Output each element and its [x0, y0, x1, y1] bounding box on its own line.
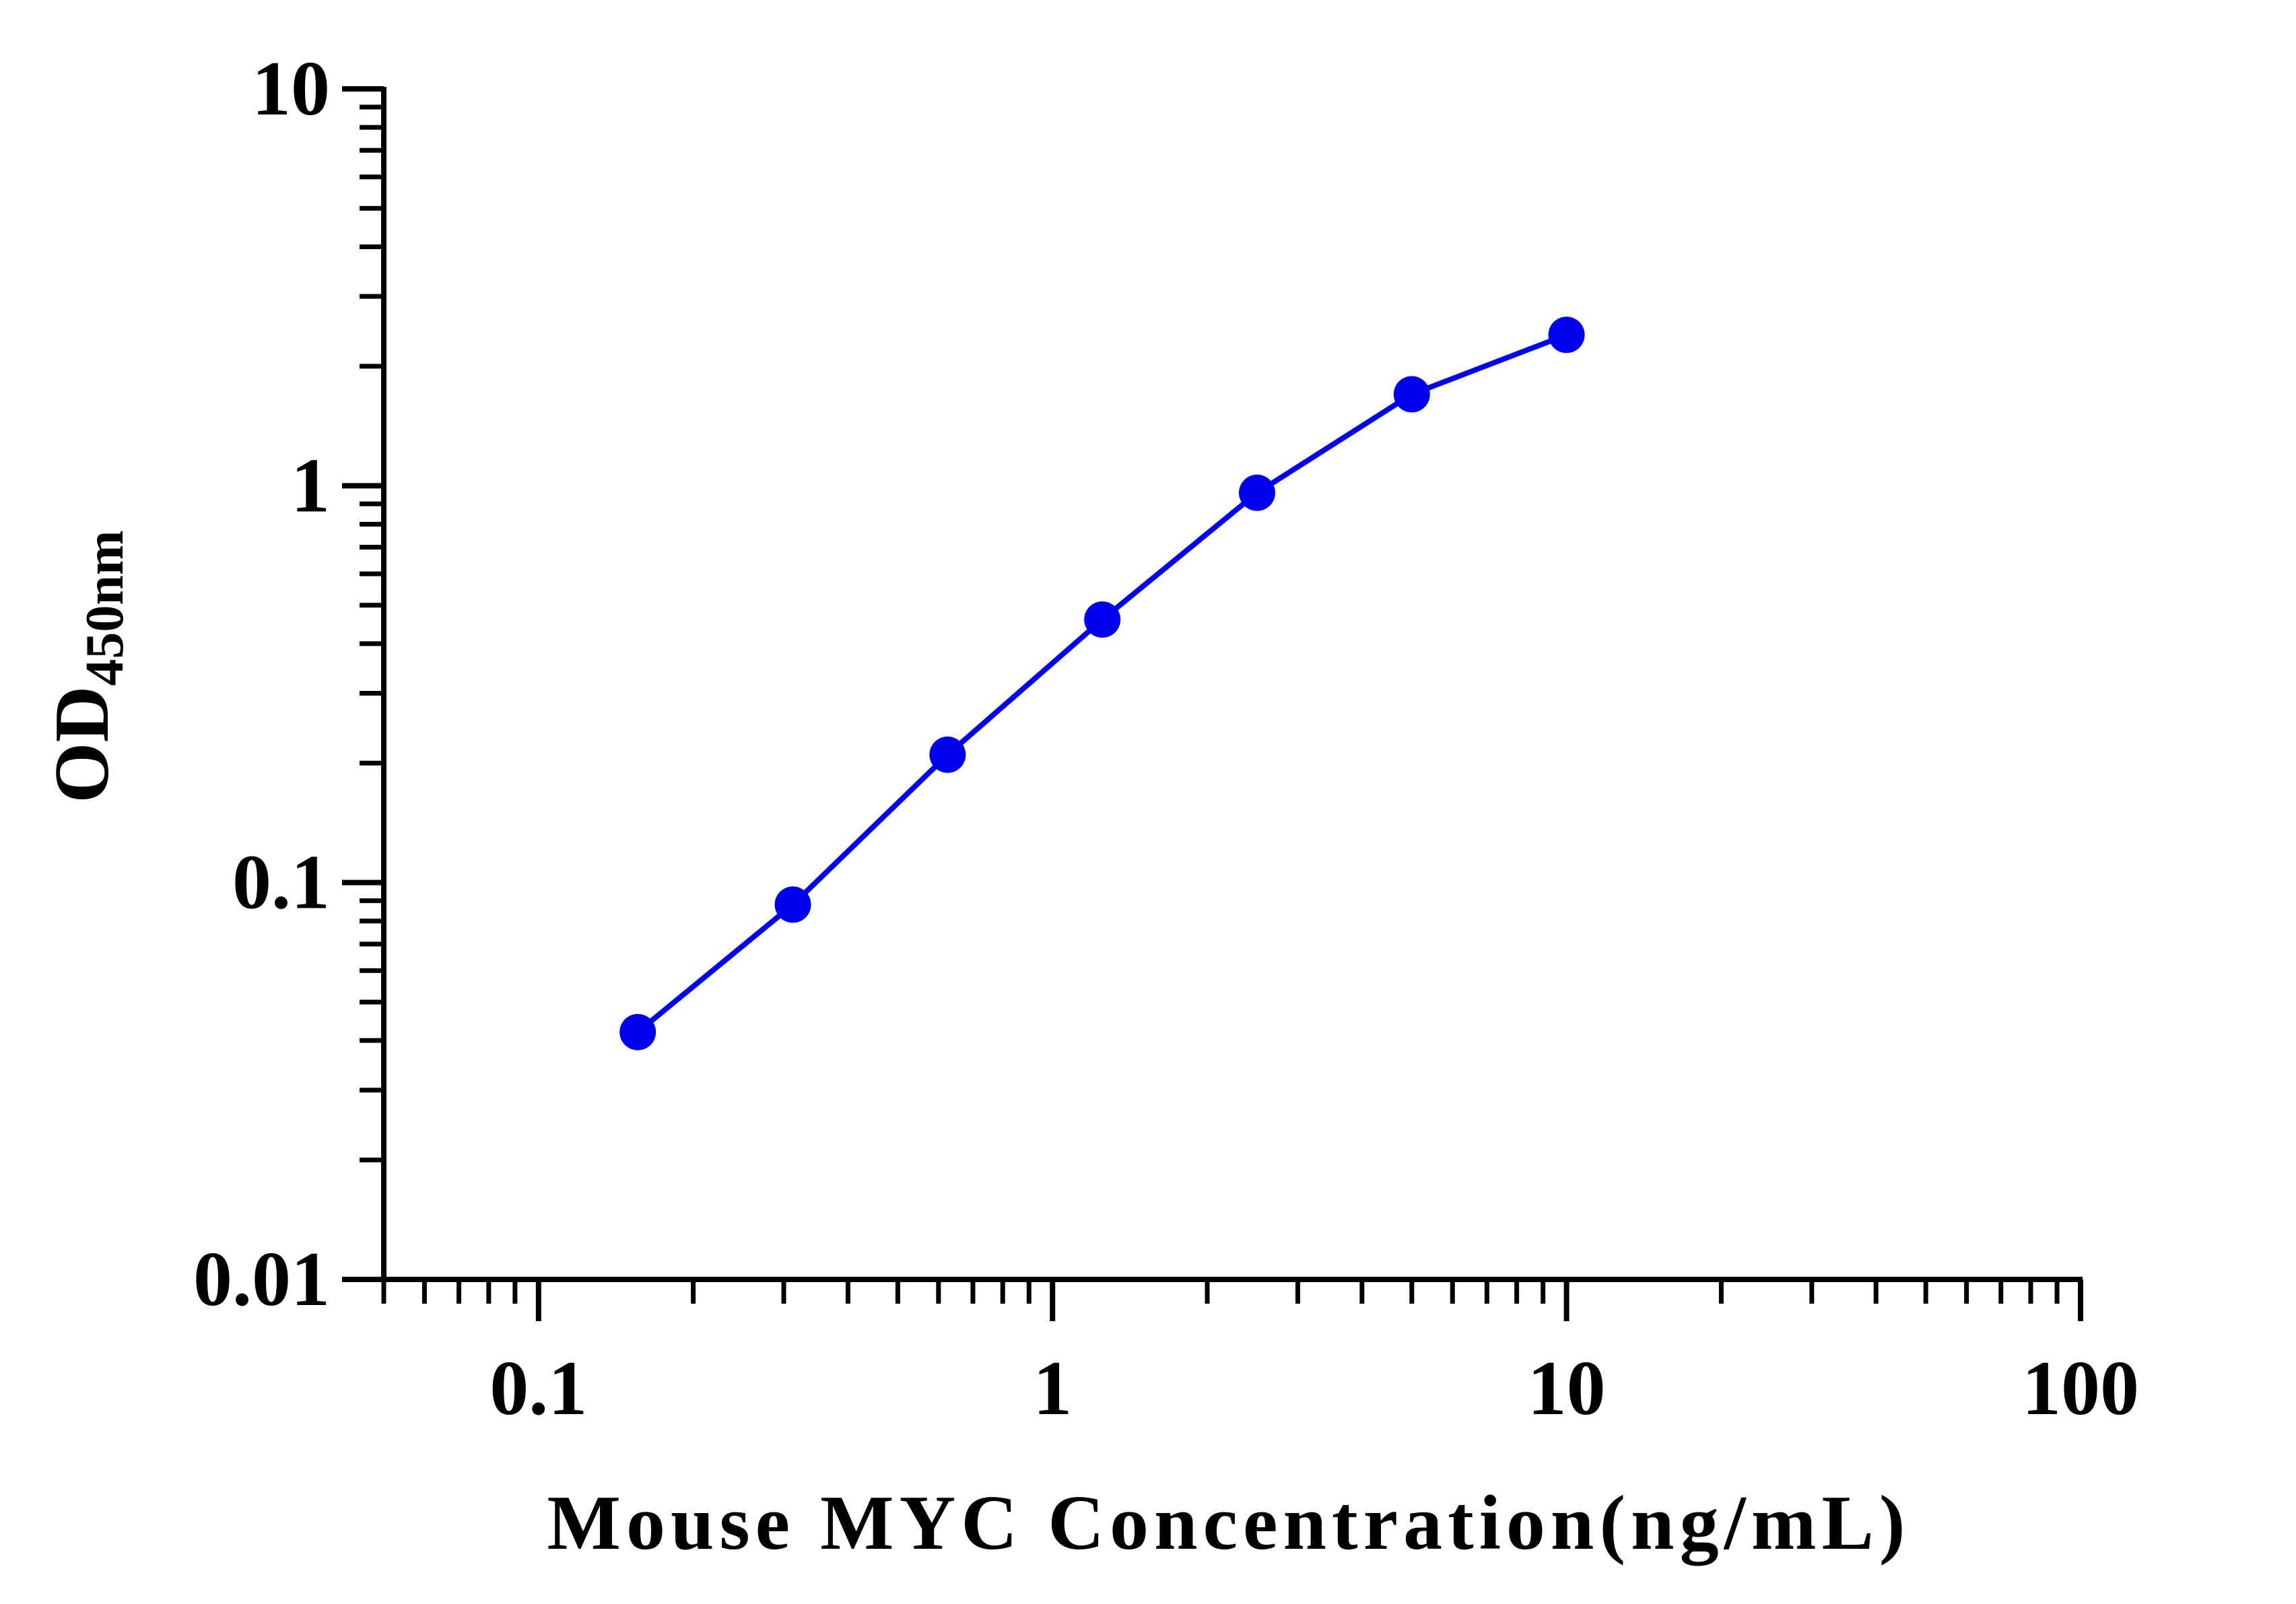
- series-layer: [619, 316, 1585, 1050]
- x-axis: 0.1 1 10 100: [381, 1277, 2139, 1432]
- data-point: [1548, 316, 1585, 354]
- data-point: [1084, 601, 1121, 638]
- y-axis-title-subscript: 450nm: [75, 530, 135, 686]
- x-tick-label: 0.1: [489, 1345, 587, 1432]
- data-point: [929, 736, 966, 773]
- y-tick-label: 1: [291, 442, 330, 529]
- y-tick-label: 0.1: [232, 840, 330, 926]
- y-axis-title-main: OD: [39, 686, 125, 803]
- y-tick-label: 0.01: [193, 1236, 330, 1323]
- x-tick-label: 1: [1033, 1345, 1072, 1432]
- x-axis-title: Mouse MYC Concentration(ng/mL): [547, 1480, 1911, 1566]
- y-axis-title: OD450nm: [39, 530, 135, 803]
- data-point: [619, 1013, 656, 1050]
- y-tick-label: 10: [252, 46, 330, 132]
- data-point: [1238, 474, 1275, 511]
- x-tick-label: 100: [2022, 1345, 2139, 1432]
- y-axis: 0.01 0.1 1 10: [193, 46, 386, 1323]
- data-point: [1393, 376, 1430, 413]
- data-point: [774, 886, 811, 923]
- series-line: [636, 332, 1568, 1034]
- x-tick-label: 10: [1528, 1345, 1606, 1432]
